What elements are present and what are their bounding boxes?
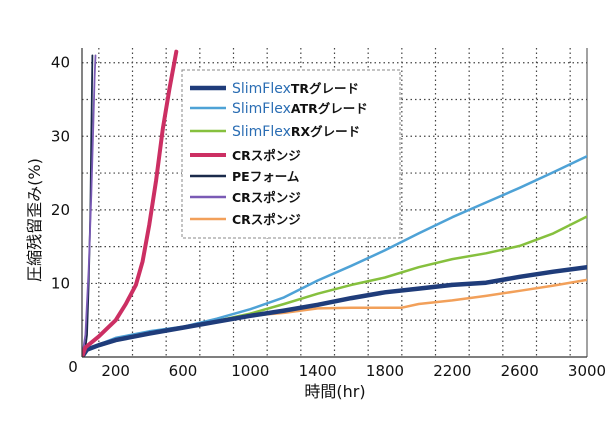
legend-entry-label: CRスポンジ: [232, 190, 301, 205]
legend-series-name: ATRグレード: [291, 101, 368, 116]
x-tick-label: 1800: [366, 362, 404, 380]
x-tick-label: 3000: [568, 362, 606, 380]
legend-series-name: CRスポンジ: [232, 148, 301, 163]
legend-brand-label: SlimFlex: [232, 124, 291, 140]
legend-series-name: TRグレード: [291, 81, 359, 96]
series-line-0: [82, 264, 587, 357]
x-tick-label: 1400: [299, 362, 337, 380]
x-tick-label: 1000: [231, 362, 269, 380]
legend-brand-label: SlimFlex: [232, 81, 291, 97]
series-layer: [82, 49, 587, 357]
x-axis-title: 時間(hr): [304, 382, 365, 401]
y-tick-label: 30: [51, 127, 70, 145]
legend-entry-label: SlimFlexTRグレード: [232, 81, 359, 97]
series-line-5: [82, 54, 97, 357]
tick-layer: 200 600 1000 1400 1800 2200 2600 3000 0 10 20 30 40: [51, 54, 606, 380]
legend-series-name: RXグレード: [291, 124, 360, 139]
y-tick-label: 40: [51, 54, 70, 72]
series-line-3: [82, 49, 179, 357]
legend-entry-label: SlimFlexATRグレード: [232, 101, 368, 117]
legend: SlimFlexTRグレードSlimFlexATRグレードSlimFlexRXグ…: [181, 69, 401, 239]
legend-brand-label: SlimFlex: [232, 101, 291, 117]
x-tick-label: 2600: [501, 362, 539, 380]
x-tick-label: 600: [169, 362, 198, 380]
y-tick-label: 20: [51, 201, 70, 219]
x-tick-label: 200: [101, 362, 130, 380]
legend-series-name: PEフォーム: [232, 169, 300, 184]
legend-series-name: CRスポンジ: [232, 212, 301, 227]
legend-entry-label: CRスポンジ: [232, 148, 301, 163]
legend-series-name: CRスポンジ: [232, 190, 301, 205]
y-axis-title: 圧縮残留歪み(%): [25, 158, 44, 282]
origin-tick-label: 0: [68, 358, 78, 376]
legend-entry-label: PEフォーム: [232, 169, 300, 184]
x-tick-label: 2200: [433, 362, 471, 380]
legend-entry-label: SlimFlexRXグレード: [232, 124, 360, 140]
y-tick-label: 10: [51, 274, 70, 292]
legend-entry-label: CRスポンジ: [232, 212, 301, 227]
